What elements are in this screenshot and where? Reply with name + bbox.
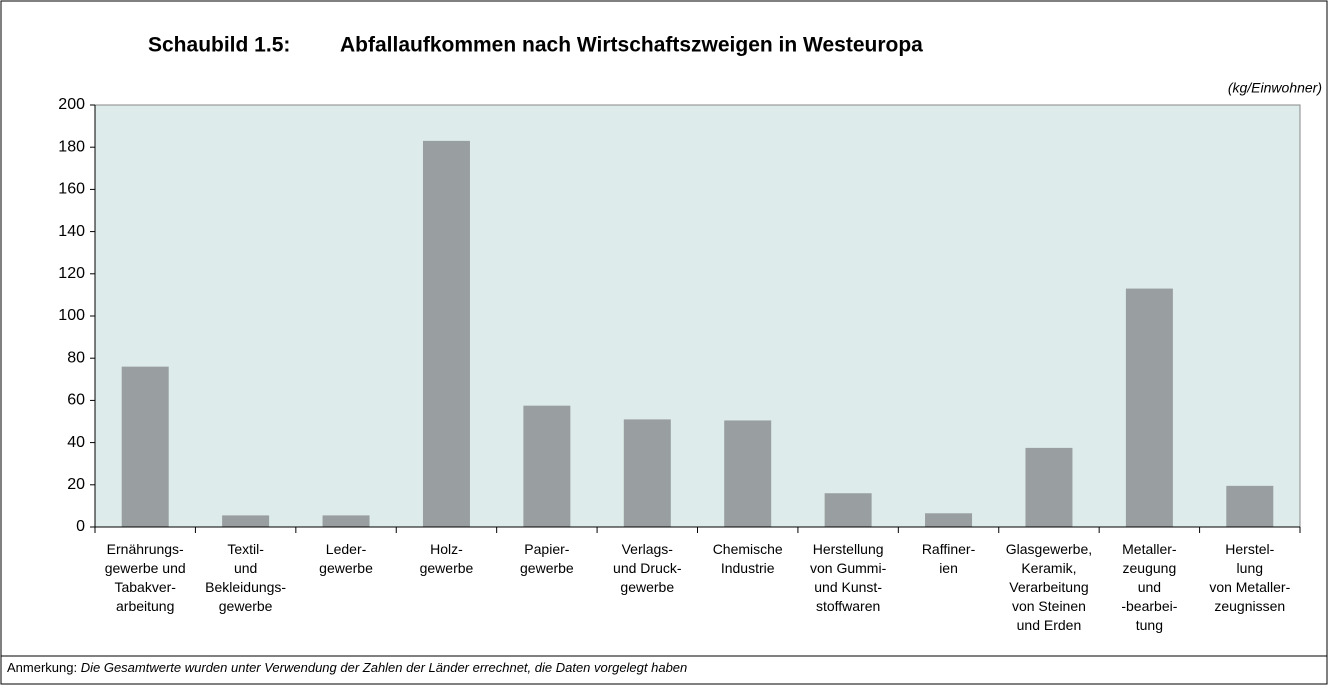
x-tick-label: Holz- gewerbe [419, 541, 474, 576]
x-tick-label: Papier- gewerbe [520, 541, 574, 576]
y-tick-label: 160 [58, 181, 85, 198]
y-tick-label: 80 [67, 349, 85, 366]
x-tick-label: Raffiner- ien [921, 541, 976, 576]
bar [422, 140, 470, 527]
bar [523, 405, 571, 527]
x-tick-label: Metaller- zeugung und -bearbei- tung [1121, 541, 1178, 633]
chart-title: Abfallaufkommen nach Wirtschaftszweigen … [340, 34, 923, 57]
note-text: Die Gesamtwerte wurden unter Verwendung … [80, 660, 688, 675]
x-tick-label: Glasgewerbe, Keramik, Verarbeitung von S… [1005, 541, 1093, 633]
bar [322, 515, 370, 527]
bar [824, 493, 872, 527]
bar [121, 366, 169, 527]
bar [1226, 485, 1274, 527]
y-tick-label: 100 [58, 307, 85, 324]
plot-area [94, 104, 1301, 528]
x-tick-label: Textil- und Bekleidungs- gewerbe [205, 541, 287, 614]
y-tick-label: 140 [58, 223, 85, 240]
x-tick-label: Chemische Industrie [712, 541, 783, 576]
x-tick-label: Herstel- lung von Metaller- zeugnissen [1209, 541, 1291, 614]
x-tick-label: Ernährungs- gewerbe und Tabakver- arbeit… [104, 541, 186, 614]
x-tick-label: Verlags- und Druck- gewerbe [613, 541, 682, 595]
note: Anmerkung: Die Gesamtwerte wurden unter … [7, 658, 687, 678]
bar [724, 420, 772, 527]
bar [222, 515, 270, 527]
y-tick-label: 120 [58, 265, 85, 282]
bar [623, 419, 671, 527]
y-tick-label: 40 [67, 434, 85, 451]
chart-title-number: Schaubild 1.5: [148, 34, 290, 57]
y-tick-label: 0 [76, 518, 85, 535]
y-tick-label: 200 [58, 96, 85, 113]
y-tick-label: 180 [58, 138, 85, 155]
x-tick-label: Leder- gewerbe [319, 541, 373, 576]
bar [1025, 447, 1073, 527]
bar [925, 513, 973, 527]
unit-label: (kg/Einwohner) [1228, 80, 1322, 96]
y-tick-label: 20 [67, 476, 85, 493]
x-tick-label: Herstellung von Gummi- und Kunst- stoffw… [810, 541, 887, 614]
note-label: Anmerkung: [7, 660, 78, 675]
y-tick-label: 60 [67, 392, 85, 409]
bar [1125, 288, 1173, 527]
